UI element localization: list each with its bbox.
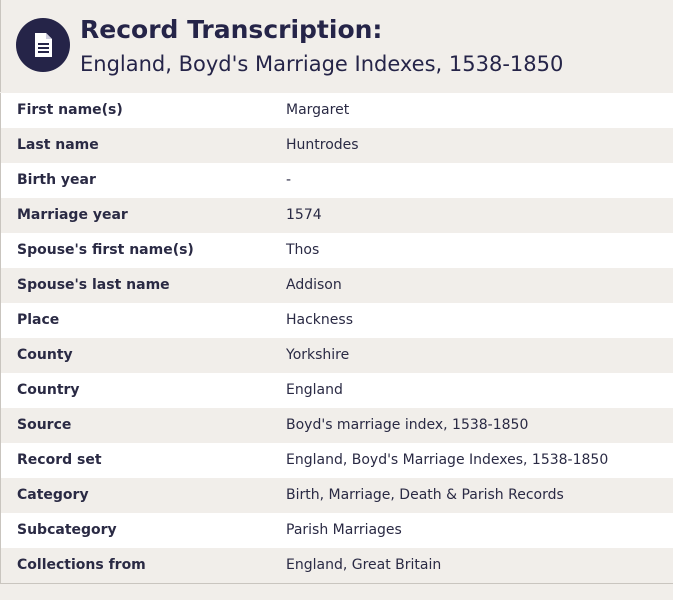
field-label: First name(s) [17,102,123,118]
table-row: Last name Huntrodes [1,128,673,163]
subtitle: England, Boyd's Marriage Indexes, 1538-1… [80,52,564,76]
table-row: Source Boyd's marriage index, 1538-1850 [1,408,673,443]
field-value: Yorkshire [286,347,350,363]
field-label: Birth year [17,172,96,188]
field-label: Country [17,382,80,398]
field-value: England [286,382,343,398]
field-value: - [286,172,292,188]
table-row: Spouse's last name Addison [1,268,673,303]
table-row: First name(s) Margaret [1,93,673,128]
field-label: Collections from [17,557,146,573]
field-value: Huntrodes [286,137,359,153]
field-label: County [17,347,73,363]
field-value: Margaret [286,102,350,118]
field-value: England, Boyd's Marriage Indexes, 1538-1… [286,452,609,468]
field-label: Spouse's first name(s) [17,242,194,258]
field-label: Source [17,417,72,433]
field-value: Boyd's marriage index, 1538-1850 [286,417,529,433]
field-value: Birth, Marriage, Death & Parish Records [286,487,564,503]
field-label: Subcategory [17,522,117,538]
field-value: Hackness [286,312,353,328]
field-value: Addison [286,277,342,293]
field-value: Parish Marriages [286,522,402,538]
table-row: Country England [1,373,673,408]
field-label: Last name [17,137,99,153]
field-value: Thos [286,242,320,258]
table-row: Birth year - [1,163,673,198]
field-label: Place [17,312,60,328]
title: Record Transcription: [80,15,383,44]
field-label: Marriage year [17,207,128,223]
table-row: Category Birth, Marriage, Death & Parish … [1,478,673,513]
field-label: Record set [17,452,102,468]
table-row: Record set England, Boyd's Marriage Index… [1,443,673,478]
field-label: Category [17,487,89,503]
field-value: 1574 [286,207,322,223]
table-row: Place Hackness [1,303,673,338]
table-row: Subcategory Parish Marriages [1,513,673,548]
field-label: Spouse's last name [17,277,170,293]
table-row: Marriage year 1574 [1,198,673,233]
field-value: England, Great Britain [286,557,442,573]
record-table: First name(s) Margaret Last name Huntrodes B… [0,93,673,584]
table-row: Collections from England, Great Britain [1,548,673,583]
table-row: County Yorkshire [1,338,673,373]
table-row: Spouse's first name(s) Thos [1,233,673,268]
document-icon [16,18,70,72]
header: Record Transcription: England, Boyd's Ma… [0,0,673,92]
